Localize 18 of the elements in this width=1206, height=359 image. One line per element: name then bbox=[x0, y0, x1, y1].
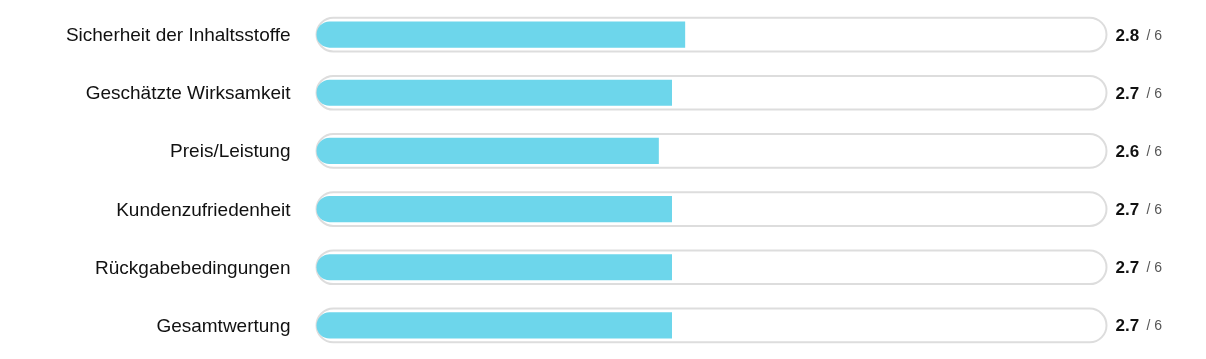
text: / 6 bbox=[1146, 317, 1163, 334]
data-label: 2.7 bbox=[1115, 200, 1140, 220]
data-label: 2.6 bbox=[1115, 141, 1140, 161]
data-label: 2.7 bbox=[1115, 316, 1140, 336]
y-tick-label: Gesamtwertung bbox=[156, 314, 291, 336]
y-tick-label: Sicherheit der Inhaltsstoffe bbox=[65, 24, 291, 46]
text: / 6 bbox=[1146, 84, 1163, 101]
data-label: 2.7 bbox=[1115, 83, 1140, 103]
y-tick-label: Rückgabebedingungen bbox=[95, 256, 291, 278]
data-label: 2.7 bbox=[1115, 258, 1140, 278]
data-label: 2.8 bbox=[1115, 25, 1140, 45]
text: / 6 bbox=[1146, 26, 1163, 43]
text: / 6 bbox=[1146, 201, 1163, 218]
text: / 6 bbox=[1146, 259, 1163, 276]
y-tick-label: Preis/Leistung bbox=[170, 140, 291, 162]
y-tick-label: Kundenzufriedenheit bbox=[116, 198, 292, 220]
text: / 6 bbox=[1146, 142, 1163, 159]
y-tick-label: Geschätzte Wirksamkeit bbox=[85, 82, 292, 104]
